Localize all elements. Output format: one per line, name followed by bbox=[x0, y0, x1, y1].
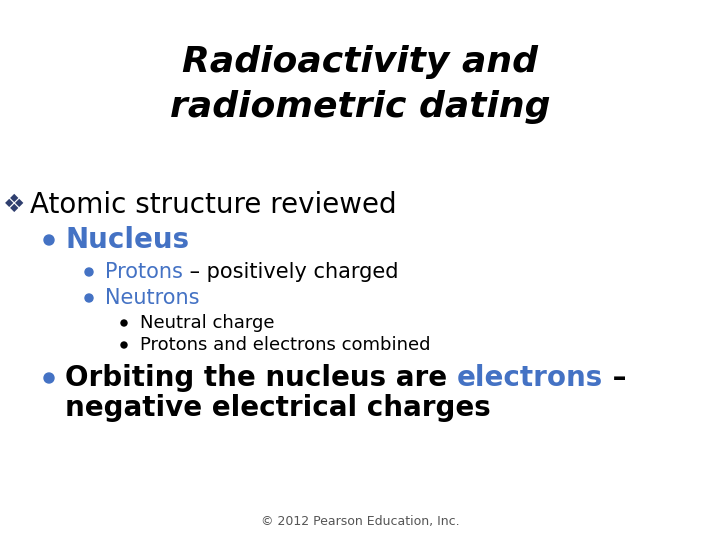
Text: Atomic structure reviewed: Atomic structure reviewed bbox=[30, 191, 397, 219]
Text: Neutrons: Neutrons bbox=[105, 288, 199, 308]
Text: Nucleus: Nucleus bbox=[65, 226, 189, 254]
Circle shape bbox=[85, 294, 93, 302]
Text: © 2012 Pearson Education, Inc.: © 2012 Pearson Education, Inc. bbox=[261, 516, 459, 529]
Text: – positively charged: – positively charged bbox=[183, 262, 398, 282]
Text: radiometric dating: radiometric dating bbox=[170, 90, 550, 124]
Circle shape bbox=[85, 268, 93, 276]
Circle shape bbox=[121, 320, 127, 326]
Circle shape bbox=[121, 342, 127, 348]
Text: Protons and electrons combined: Protons and electrons combined bbox=[140, 336, 431, 354]
Circle shape bbox=[44, 235, 54, 245]
Circle shape bbox=[44, 373, 54, 383]
Text: negative electrical charges: negative electrical charges bbox=[65, 394, 491, 422]
Text: Radioactivity and: Radioactivity and bbox=[182, 45, 538, 79]
Text: ❖: ❖ bbox=[3, 193, 25, 217]
Text: Neutral charge: Neutral charge bbox=[140, 314, 274, 332]
Text: electrons: electrons bbox=[456, 364, 603, 392]
Text: –: – bbox=[603, 364, 626, 392]
Text: Orbiting the nucleus are: Orbiting the nucleus are bbox=[65, 364, 456, 392]
Text: Protons: Protons bbox=[105, 262, 183, 282]
